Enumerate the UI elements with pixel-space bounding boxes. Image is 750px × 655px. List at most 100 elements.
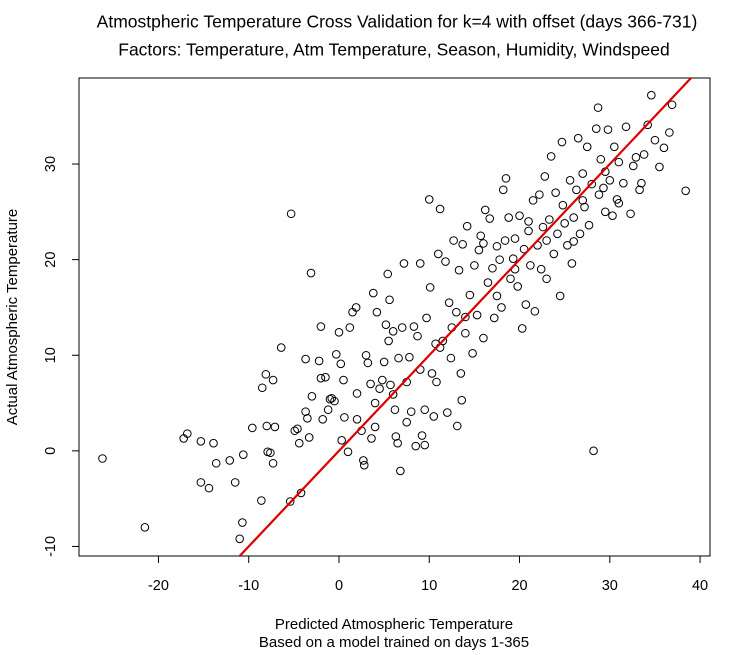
point (225, 456, 235, 465)
x-tick-label: 0 (335, 578, 343, 594)
point (402, 417, 411, 427)
point (304, 433, 314, 442)
x-tick-label: 10 (421, 578, 437, 594)
point (307, 392, 317, 401)
point (318, 414, 328, 424)
point (330, 396, 339, 406)
point (339, 375, 348, 385)
point (306, 268, 316, 278)
point (647, 90, 656, 100)
point (530, 306, 540, 316)
point (209, 438, 218, 448)
point (555, 291, 565, 301)
point (378, 375, 387, 385)
point (521, 300, 531, 309)
point (515, 211, 524, 220)
point (637, 178, 646, 188)
point (457, 395, 467, 405)
point (321, 372, 330, 382)
point (262, 421, 272, 431)
point (393, 438, 402, 448)
point (596, 154, 606, 164)
point (594, 190, 604, 199)
point (567, 259, 577, 268)
x-tick-label: -10 (238, 578, 259, 594)
point (542, 236, 551, 245)
point (553, 229, 562, 239)
point (589, 446, 598, 456)
point (411, 441, 421, 451)
point (603, 125, 613, 134)
point (608, 211, 617, 220)
point (238, 450, 248, 459)
point (268, 458, 278, 468)
point (635, 185, 644, 195)
point (480, 205, 490, 215)
point (501, 174, 511, 183)
point (621, 122, 631, 132)
point (528, 196, 538, 205)
point (334, 327, 344, 337)
point (599, 183, 608, 193)
point (536, 264, 546, 274)
point (204, 483, 214, 493)
point (551, 188, 560, 198)
point (368, 288, 378, 298)
point (363, 358, 373, 368)
point (361, 350, 371, 360)
point (626, 209, 635, 219)
point (379, 357, 389, 367)
y-tick-label: 30 (43, 156, 59, 172)
point (578, 169, 588, 178)
point (449, 236, 458, 245)
point (98, 454, 107, 463)
point (433, 249, 443, 259)
point (456, 369, 466, 378)
point (316, 322, 326, 331)
point (614, 198, 624, 208)
point (610, 142, 619, 152)
point (458, 240, 467, 249)
point (427, 369, 437, 378)
point (413, 331, 422, 341)
point (399, 259, 409, 268)
x-tick-label: 20 (511, 578, 527, 594)
point (343, 447, 353, 457)
point (337, 436, 346, 445)
point (388, 390, 398, 399)
point (582, 142, 592, 152)
point (296, 488, 306, 498)
point (513, 282, 523, 291)
point (351, 303, 361, 312)
point (301, 407, 310, 416)
point (479, 239, 488, 248)
point (542, 274, 551, 284)
point (504, 213, 513, 222)
point (352, 389, 362, 398)
point (340, 413, 349, 422)
point (472, 310, 482, 320)
point (372, 307, 382, 317)
point (391, 432, 401, 441)
point (388, 327, 398, 336)
point (540, 172, 550, 181)
point (435, 204, 445, 214)
point (492, 291, 502, 301)
point (345, 323, 355, 332)
point (381, 320, 391, 329)
point (667, 100, 677, 110)
point (257, 496, 266, 505)
point (336, 359, 346, 369)
point (301, 354, 310, 364)
point (681, 186, 690, 196)
point (248, 423, 257, 433)
point (465, 290, 475, 300)
point (432, 377, 441, 387)
point (352, 414, 362, 424)
point (580, 202, 589, 212)
point (474, 245, 484, 255)
point (587, 179, 597, 189)
point (266, 448, 275, 458)
point (545, 215, 554, 224)
point (327, 393, 337, 403)
